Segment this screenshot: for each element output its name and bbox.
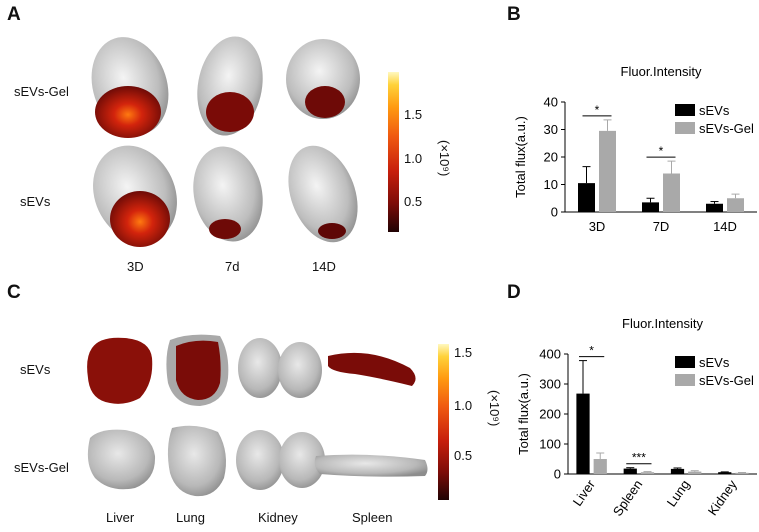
y-tick-label-200: 200 bbox=[539, 407, 561, 422]
bar-sevs-kidney bbox=[718, 472, 732, 474]
row-label-sevs-gel-a: sEVs-Gel bbox=[14, 84, 69, 99]
col-label-lung: Lung bbox=[176, 510, 205, 525]
panel-label-d: D bbox=[507, 282, 521, 303]
chart-b: Fluor.Intensity Total flux(a.u.) 0 10 20 30 40… bbox=[513, 64, 757, 234]
panel-a-organ-images bbox=[91, 36, 360, 247]
col-label-3d: 3D bbox=[127, 259, 144, 274]
panel-c-organ-images bbox=[87, 334, 428, 497]
row-label-sevs-c: sEVs bbox=[20, 362, 51, 377]
image-sevs-spleen bbox=[328, 352, 416, 386]
col-label-kidney: Kidney bbox=[258, 510, 298, 525]
panel-label-b: B bbox=[507, 4, 521, 25]
x-tick-label-kidney: Kidney bbox=[705, 477, 740, 519]
chart-title: Fluor.Intensity bbox=[622, 316, 703, 331]
panel-label-a: A bbox=[7, 4, 21, 25]
x-tick-label-lung: Lung bbox=[664, 477, 693, 509]
colorbar-c-tick-0.5: 0.5 bbox=[454, 448, 473, 463]
image-sevs-3d bbox=[93, 145, 177, 247]
image-sevs-gel-liver bbox=[87, 429, 156, 490]
image-sevs-gel-3d bbox=[91, 37, 169, 138]
legend-label-sevs-gel: sEVs-Gel bbox=[699, 373, 754, 388]
panel-label-c: C bbox=[7, 282, 21, 303]
y-tick-label-0: 0 bbox=[551, 205, 558, 220]
bar-sevs-gel-spleen bbox=[640, 472, 655, 474]
bar-sevs-3d bbox=[578, 183, 595, 212]
y-tick-label-20: 20 bbox=[544, 150, 558, 165]
image-sevs-gel-lung bbox=[167, 425, 226, 497]
image-sevs-gel-spleen bbox=[314, 454, 428, 477]
y-tick-label-30: 30 bbox=[544, 122, 558, 137]
colorbar-c-unit: (×10⁹) bbox=[487, 390, 502, 427]
x-tick-label-14d: 14D bbox=[713, 219, 737, 234]
x-tick-label-7d: 7D bbox=[653, 219, 670, 234]
chart-title: Fluor.Intensity bbox=[621, 64, 702, 79]
y-tick-label-400: 400 bbox=[539, 347, 561, 362]
legend-swatch-sevs-gel bbox=[675, 374, 695, 386]
x-tick-label-spleen: Spleen bbox=[610, 477, 646, 519]
legend-label-sevs: sEVs bbox=[699, 355, 730, 370]
legend-swatch-sevs-gel bbox=[675, 122, 695, 134]
bar-sevs-gel-kidney bbox=[735, 472, 749, 474]
bar-sevs-spleen bbox=[623, 468, 637, 474]
legend-label-sevs: sEVs bbox=[699, 103, 730, 118]
x-tick-label-3d: 3D bbox=[589, 219, 606, 234]
image-sevs-kidney bbox=[238, 338, 322, 398]
y-tick-label-40: 40 bbox=[544, 95, 558, 110]
image-sevs-lung bbox=[166, 334, 229, 406]
image-sevs-gel-kidney bbox=[236, 430, 325, 490]
colorbar-c bbox=[438, 344, 449, 500]
bar-sevs-liver bbox=[576, 393, 590, 474]
y-axis-label: Total flux(a.u.) bbox=[513, 116, 528, 198]
significance-label-spleen: *** bbox=[632, 451, 646, 465]
significance-label-3d: * bbox=[595, 103, 600, 117]
col-label-liver: Liver bbox=[106, 510, 135, 525]
colorbar-a-unit: (×10⁹) bbox=[437, 140, 452, 177]
x-tick-label-liver: Liver bbox=[570, 477, 599, 509]
col-label-spleen: Spleen bbox=[352, 510, 393, 525]
image-sevs-14d bbox=[288, 145, 358, 243]
legend-swatch-sevs bbox=[675, 356, 695, 368]
bar-sevs-lung bbox=[670, 468, 685, 474]
row-label-sevs-gel-c: sEVs-Gel bbox=[14, 460, 69, 475]
colorbar-a-tick-0.5: 0.5 bbox=[404, 194, 423, 209]
legend-label-sevs-gel: sEVs-Gel bbox=[699, 121, 754, 136]
image-sevs-gel-7d bbox=[197, 36, 263, 136]
col-label-14d: 14D bbox=[312, 259, 336, 274]
bar-sevs-14d bbox=[706, 203, 723, 212]
y-tick-label-100: 100 bbox=[539, 437, 561, 452]
colorbar-c-tick-1.5: 1.5 bbox=[454, 345, 473, 360]
row-label-sevs-a: sEVs bbox=[20, 194, 51, 209]
bar-sevs-7d bbox=[642, 202, 659, 212]
bar-sevs-gel-14d bbox=[727, 198, 744, 212]
bar-sevs-gel-7d bbox=[663, 173, 680, 212]
bar-sevs-gel-3d bbox=[599, 130, 616, 212]
bar-sevs-gel-lung bbox=[688, 471, 702, 474]
colorbar-a-tick-1.0: 1.0 bbox=[404, 151, 423, 166]
significance-label-7d: * bbox=[659, 144, 664, 158]
significance-label-liver: * bbox=[589, 344, 594, 358]
image-sevs-gel-14d bbox=[286, 39, 360, 119]
col-label-7d: 7d bbox=[225, 259, 240, 274]
colorbar-c-tick-1.0: 1.0 bbox=[454, 398, 473, 413]
y-tick-label-0: 0 bbox=[554, 467, 561, 482]
y-tick-label-300: 300 bbox=[539, 377, 561, 392]
legend-swatch-sevs bbox=[675, 104, 695, 116]
bar-sevs-gel-liver bbox=[593, 459, 607, 474]
y-axis-label: Total flux(a.u.) bbox=[516, 373, 531, 455]
colorbar-a bbox=[388, 72, 399, 232]
y-tick-label-10: 10 bbox=[544, 177, 558, 192]
image-sevs-7d bbox=[193, 146, 263, 242]
image-sevs-liver bbox=[87, 337, 153, 404]
colorbar-a-tick-1.5: 1.5 bbox=[404, 107, 423, 122]
chart-d: Fluor.Intensity Total flux(a.u.) 0 100 200 30… bbox=[516, 316, 757, 519]
